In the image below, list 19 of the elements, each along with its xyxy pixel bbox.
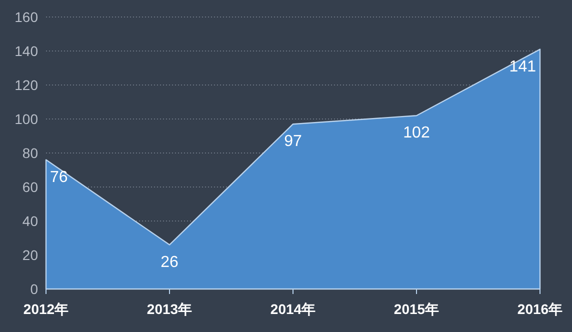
y-tick-label: 100 (14, 111, 38, 127)
x-tick-label: 2016年 (517, 301, 563, 317)
data-label: 26 (160, 254, 178, 271)
data-label: 76 (50, 168, 68, 186)
data-label: 102 (403, 124, 430, 142)
x-tick-label: 2014年 (270, 301, 316, 317)
y-tick-label: 0 (30, 281, 38, 297)
y-tick-label: 40 (22, 213, 38, 229)
y-tick-label: 140 (14, 43, 38, 59)
x-tick-label: 2013年 (146, 301, 192, 317)
y-tick-label: 120 (14, 77, 38, 93)
y-tick-label: 20 (22, 247, 38, 263)
x-tick-label: 2012年 (23, 301, 69, 317)
y-tick-label: 60 (22, 179, 38, 195)
y-tick-label: 160 (14, 9, 38, 25)
x-tick-label: 2015年 (394, 301, 440, 317)
y-tick-label: 80 (22, 145, 38, 161)
data-label: 141 (509, 58, 536, 76)
data-label: 97 (284, 133, 302, 150)
